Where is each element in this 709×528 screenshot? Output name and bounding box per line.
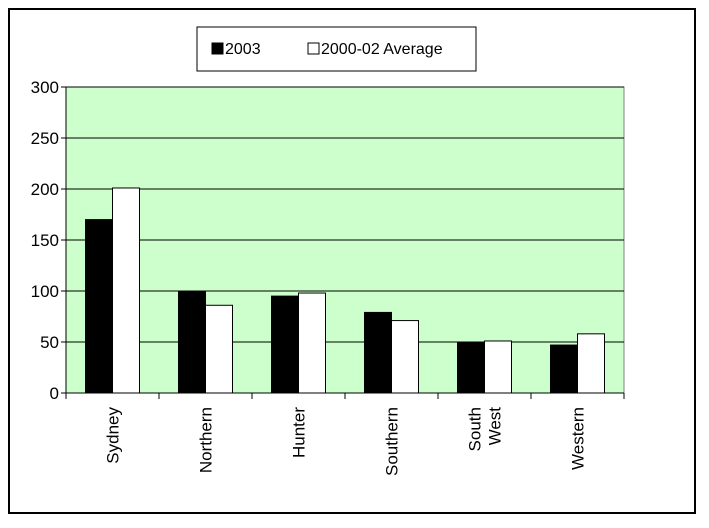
bar-series-2 (298, 292, 326, 394)
y-tick-label: 100 (31, 282, 59, 301)
y-tick-label: 150 (31, 231, 59, 250)
y-tick-label: 300 (31, 78, 59, 97)
legend-box (196, 26, 477, 72)
y-tick-label: 50 (40, 333, 59, 352)
bar-series-1 (178, 290, 206, 394)
bar-series-1 (457, 341, 485, 394)
legend-label: 2000-02 Average (321, 41, 443, 58)
legend-swatch (211, 42, 224, 55)
x-tick-label: Northern (197, 407, 216, 473)
x-tick-label: Southern (383, 407, 402, 476)
x-tick-label: West (486, 407, 505, 446)
bar-series-1 (271, 295, 299, 394)
bar-series-2 (205, 304, 233, 394)
bar-series-1 (364, 311, 392, 394)
bar-series-2 (391, 320, 419, 394)
x-tick-label: Hunter (290, 407, 309, 458)
bar-series-2 (112, 187, 140, 394)
plot-layer: 0 50 100 150 200 250 300 Sydney Northern Hunter So… (31, 78, 625, 476)
x-tick-label: Western (569, 407, 588, 470)
bar-series-2 (484, 340, 512, 394)
y-tick-label: 200 (31, 180, 59, 199)
legend-swatch (307, 42, 320, 55)
legend-label: 2003 (225, 41, 261, 58)
x-tick-label: South (466, 407, 485, 451)
y-tick-label: 250 (31, 129, 59, 148)
bar-series-1 (85, 219, 113, 394)
x-tick-label: Sydney (104, 407, 123, 464)
y-tick-label: 0 (50, 384, 59, 403)
bar-series-2 (577, 333, 605, 394)
legend: 2003 2000-02 Average (196, 26, 477, 72)
bar-series-1 (550, 344, 578, 394)
